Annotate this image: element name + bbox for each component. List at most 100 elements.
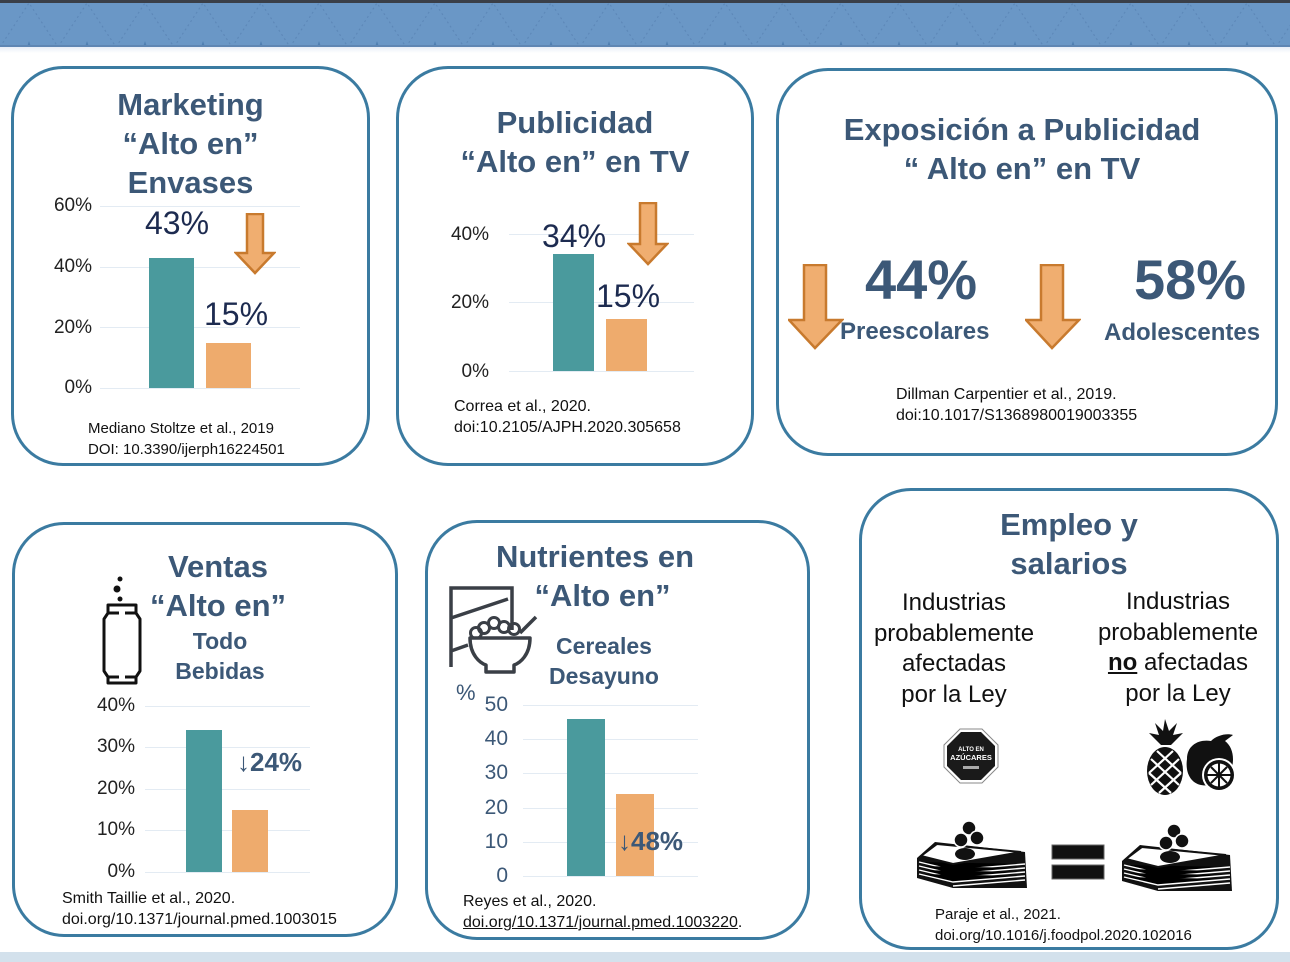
fruit-pineapple-lemon-icon xyxy=(1147,719,1236,795)
text-line: probablemente xyxy=(873,619,1035,647)
down-arrow-icon xyxy=(627,202,669,266)
value-label-before: 34% xyxy=(542,218,607,254)
y-tick: 40% xyxy=(53,256,92,277)
citation-doi: doi.org/10.1016/j.foodpol.2020.102016 xyxy=(935,927,1192,944)
citation: Dillman Carpentier et al., 2019. doi:10.… xyxy=(896,384,1137,426)
down-arrow-icon xyxy=(1025,264,1081,350)
title-line: salarios xyxy=(1010,546,1128,581)
panel-title: Ventas “Alto en” xyxy=(35,547,401,625)
stat-value-preescolares: 44% xyxy=(865,248,978,311)
text-line: Industrias xyxy=(1125,588,1231,615)
citation-author: Reyes et al., 2020. xyxy=(463,893,597,910)
gridline xyxy=(100,388,300,389)
bar-chart: % 50 40 30 20 10 0 ↓48% xyxy=(428,523,813,943)
footer-band xyxy=(0,952,1290,962)
title-line: “Alto en” en TV xyxy=(460,144,690,179)
panel-subtitle: Todo Bebidas xyxy=(155,626,285,686)
panel-title: Publicidad “Alto en” en TV xyxy=(399,103,751,181)
title-line: “Alto en” xyxy=(122,126,259,161)
down-arrow-icon xyxy=(788,264,844,350)
citation-period: . xyxy=(737,914,743,931)
gridline xyxy=(523,842,698,843)
gridline xyxy=(100,327,300,328)
emphasis-no: no xyxy=(1107,649,1138,676)
bar-after xyxy=(206,343,251,388)
y-tick: 10 xyxy=(484,830,508,853)
panel-title: Nutrientes en xyxy=(383,537,807,576)
down-arrow-icon xyxy=(234,213,276,275)
money-stack-icon xyxy=(917,820,1027,888)
gridline xyxy=(523,808,698,809)
citation-author: Correa et al., 2020. xyxy=(454,398,591,415)
panel-exposicion: Exposición a Publicidad “ Alto en” en TV… xyxy=(776,68,1278,456)
gridline xyxy=(523,876,698,877)
bar-after xyxy=(606,319,647,371)
y-tick: 0% xyxy=(461,361,489,382)
money-stack-icon xyxy=(1122,823,1232,891)
stat-value-adolescentes: 58% xyxy=(1134,248,1247,311)
gridline xyxy=(509,234,694,235)
y-tick: 20% xyxy=(96,778,135,799)
title-line: Ventas xyxy=(168,549,268,584)
citation-doi: doi:10.1017/S1368980019003355 xyxy=(896,407,1138,424)
panel-nutrientes: Nutrientes en “Alto en” Cereales Desayun… xyxy=(425,520,810,940)
alto-en-azucares-seal-icon: ALTO EN AZÚCARES xyxy=(943,728,999,784)
gridline xyxy=(145,830,310,831)
panel-title-line2: “Alto en” xyxy=(398,576,807,615)
value-label-after: 15% xyxy=(596,278,661,314)
title-line: Nutrientes en xyxy=(495,539,695,574)
citation-doi: doi:10.2105/AJPH.2020.305658 xyxy=(454,419,681,436)
text-rest: afectadas xyxy=(1137,649,1249,676)
subtitle-line: Bebidas xyxy=(175,658,265,684)
y-tick: 0 xyxy=(496,864,508,887)
y-tick: 20% xyxy=(450,292,489,313)
citation-doi-link[interactable]: doi.org/10.1371/journal.pmed.1003220 xyxy=(463,914,738,931)
panel-title: Empleo y salarios xyxy=(862,505,1276,583)
panel-publicidad-tv: Publicidad “Alto en” en TV 40% 20% 0% 34… xyxy=(396,66,754,466)
citation-doi: doi.org/10.1371/journal.pmed.1003220. xyxy=(463,912,742,933)
stat-group-adolescentes: Adolescentes xyxy=(1104,319,1261,346)
title-line: “Alto en” xyxy=(149,588,287,623)
svg-text:ALTO EN: ALTO EN xyxy=(958,747,984,753)
gridline xyxy=(100,267,300,268)
bar-chart: 60% 40% 20% 0% 43% 15% xyxy=(14,69,373,469)
title-line: “Alto en” xyxy=(534,578,671,613)
y-tick: 30 xyxy=(484,761,508,784)
bar-before xyxy=(567,719,605,876)
y-tick: 0% xyxy=(107,861,135,882)
soda-can-icon xyxy=(102,576,142,685)
citation-doi: doi.org/10.1371/journal.pmed.1003015 xyxy=(62,911,337,928)
bar-after xyxy=(616,794,654,876)
citation: Paraje et al., 2021. doi.org/10.1016/j.f… xyxy=(935,904,1192,946)
title-line: Exposición a Publicidad xyxy=(843,112,1201,147)
y-tick: 40% xyxy=(96,695,135,716)
y-tick: 50 xyxy=(484,693,508,716)
stat-group-preescolares: Preescolares xyxy=(840,318,990,345)
delta-label: ↓24% xyxy=(237,747,303,777)
industry-affected-text: Industrias probablemente afectadas por l… xyxy=(854,588,1054,710)
citation: Reyes et al., 2020. doi.org/10.1371/jour… xyxy=(463,891,742,933)
y-tick: 60% xyxy=(53,195,92,216)
gridline xyxy=(145,789,310,790)
bar-before xyxy=(553,254,594,371)
bar-chart: 40% 30% 20% 10% 0% ↓24% xyxy=(15,525,401,940)
bar-chart: 40% 20% 0% 34% 15% xyxy=(399,69,757,469)
citation-author: Paraje et al., 2021. xyxy=(935,906,1061,923)
subtitle-line: Todo xyxy=(192,628,248,654)
title-line: “ Alto en” en TV xyxy=(903,151,1141,186)
bar-before xyxy=(186,730,222,872)
cereal-bowl-icon xyxy=(449,586,538,674)
text-line: por la Ley xyxy=(1125,679,1231,707)
citation-author: Dillman Carpentier et al., 2019. xyxy=(896,386,1117,403)
industry-not-affected-text: Industrias probablemente no afectadas po… xyxy=(1078,587,1278,709)
title-line: Empleo y xyxy=(1000,507,1138,542)
subtitle-line: Cereales xyxy=(556,633,652,659)
header-shadow xyxy=(0,47,1290,53)
title-line: Publicidad xyxy=(496,105,654,140)
subtitle-line: Desayuno xyxy=(549,663,659,689)
svg-text:AZÚCARES: AZÚCARES xyxy=(950,753,992,762)
panel-subtitle: Cereales Desayuno xyxy=(538,631,670,691)
argyle-pattern xyxy=(0,3,1290,45)
citation: Smith Taillie et al., 2020. doi.org/10.1… xyxy=(62,888,337,930)
y-tick: 10% xyxy=(96,819,135,840)
